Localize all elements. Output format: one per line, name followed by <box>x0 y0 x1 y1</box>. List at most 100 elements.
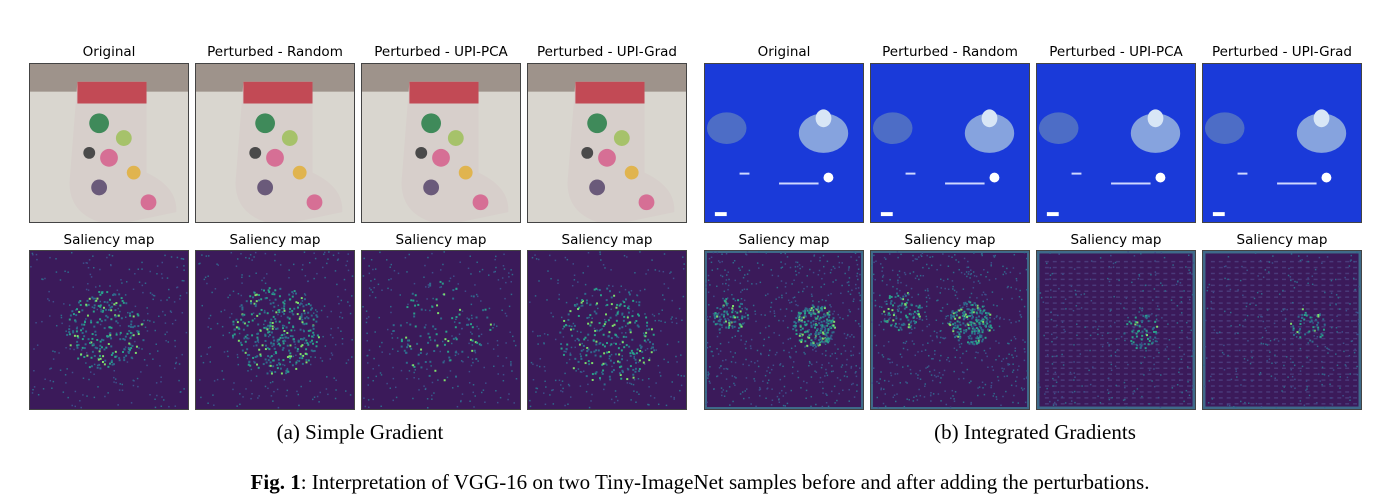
saliency-speckle <box>108 254 111 256</box>
saliency-grid-artifact <box>1163 349 1168 352</box>
image-b-original <box>704 63 864 223</box>
saliency-speckle <box>933 374 936 377</box>
saliency-speckle <box>1178 368 1181 370</box>
saliency-speckle <box>1224 277 1226 280</box>
saliency-speckle <box>829 336 832 338</box>
saliency-grid-artifact <box>1155 290 1160 292</box>
saliency-hotspot <box>571 334 574 337</box>
saliency-grid-artifact <box>1068 296 1073 298</box>
saliency-speckle <box>1185 389 1188 392</box>
saliency-speckle <box>808 329 810 331</box>
saliency-speckle <box>239 305 241 308</box>
saliency-grid-artifact <box>1210 361 1215 364</box>
saliency-hotspot <box>625 336 628 338</box>
saliency-grid-artifact <box>1226 314 1231 316</box>
saliency-speckle <box>237 292 240 295</box>
saliency-hotspot <box>303 330 306 333</box>
saliency-grid-artifact <box>1084 308 1089 310</box>
saliency-speckle <box>889 372 892 374</box>
saliency-speckle <box>734 299 737 302</box>
saliency-speckle <box>412 397 414 400</box>
saliency-speckle <box>457 353 460 355</box>
saliency-grid-artifact <box>1353 278 1358 281</box>
saliency-grid-artifact <box>1092 343 1097 346</box>
saliency-grid-artifact <box>1155 367 1160 370</box>
saliency-hotspot <box>826 313 829 316</box>
saliency-hotspot <box>416 342 419 345</box>
saliency-speckle <box>569 396 572 398</box>
saliency-speckle <box>1107 342 1109 344</box>
saliency-speckle <box>1011 354 1013 356</box>
saliency-speckle <box>822 254 825 257</box>
saliency-speckle <box>669 272 671 275</box>
saliency-hotspot <box>972 311 975 314</box>
saliency-speckle <box>779 308 782 311</box>
saliency-hotspot <box>636 324 639 327</box>
saliency-grid-artifact <box>1060 379 1065 381</box>
saliency-speckle <box>366 332 368 335</box>
saliency-hotspot <box>975 311 978 314</box>
saliency-hotspot <box>973 323 976 326</box>
saliency-hotspot <box>72 313 75 316</box>
saliency-hotspot <box>816 315 819 318</box>
saliency-speckle <box>367 316 370 318</box>
saliency-hotspot <box>83 347 86 350</box>
saliency-speckle <box>493 324 495 326</box>
saliency-grid-artifact <box>1171 343 1176 346</box>
saliency-hotspot <box>1136 324 1139 327</box>
saliency-speckle <box>406 322 408 324</box>
saliency-speckle <box>381 289 383 291</box>
saliency-hotspot <box>77 336 80 339</box>
saliency-hotspot <box>1154 330 1157 333</box>
saliency-speckle <box>106 256 108 259</box>
saliency-hotspot <box>799 333 802 336</box>
saliency-speckle <box>970 269 972 271</box>
saliency-grid-artifact <box>1155 320 1160 322</box>
saliency-speckle <box>431 271 434 274</box>
saliency-speckle <box>1024 341 1026 343</box>
saliency-speckle <box>670 395 672 398</box>
saliency-speckle <box>587 383 589 386</box>
saliency-speckle <box>707 371 709 373</box>
saliency-speckle <box>263 323 265 326</box>
saliency-speckle <box>52 380 55 383</box>
saliency-speckle <box>119 310 121 313</box>
panel-title-b-upi-pca: Perturbed - UPI-PCA <box>1049 44 1183 60</box>
saliency-speckle <box>505 342 507 344</box>
saliency-speckle <box>60 316 63 319</box>
saliency-hotspot <box>274 370 277 373</box>
saliency-speckle <box>227 296 229 299</box>
saliency-speckle <box>183 388 185 390</box>
saliency-hotspot <box>618 372 621 375</box>
saliency-speckle <box>1014 380 1017 383</box>
saliency-speckle <box>255 375 258 377</box>
saliency-hotspot <box>259 353 262 356</box>
saliency-grid-artifact <box>1234 349 1239 352</box>
saliency-speckle <box>970 403 972 405</box>
saliency-speckle <box>1058 287 1060 290</box>
saliency-speckle <box>73 348 75 351</box>
saliency-grid-artifact <box>1258 337 1263 340</box>
saliency-speckle <box>653 315 656 317</box>
saliency-speckle <box>841 364 844 366</box>
saliency-hotspot <box>973 308 976 311</box>
saliency-speckle <box>894 373 896 375</box>
saliency-grid-artifact <box>1274 397 1279 399</box>
saliency-speckle <box>1099 401 1102 404</box>
saliency-grid-artifact <box>1313 349 1318 352</box>
saliency-hotspot <box>794 326 797 329</box>
saliency-speckle <box>839 316 841 319</box>
saliency-speckle <box>1017 402 1020 404</box>
saliency-speckle <box>655 349 658 351</box>
saliency-hotspot <box>821 305 824 308</box>
saliency-hotspot <box>316 315 319 318</box>
saliency-hotspot <box>983 309 986 312</box>
saliency-hotspot <box>981 331 984 334</box>
saliency-hotspot <box>97 358 100 361</box>
saliency-speckle <box>768 354 770 357</box>
saliency-hotspot <box>565 324 568 327</box>
saliency-grid-artifact <box>1139 278 1144 281</box>
saliency-speckle <box>781 389 783 392</box>
saliency-speckle <box>216 378 219 381</box>
saliency-speckle <box>425 353 428 356</box>
